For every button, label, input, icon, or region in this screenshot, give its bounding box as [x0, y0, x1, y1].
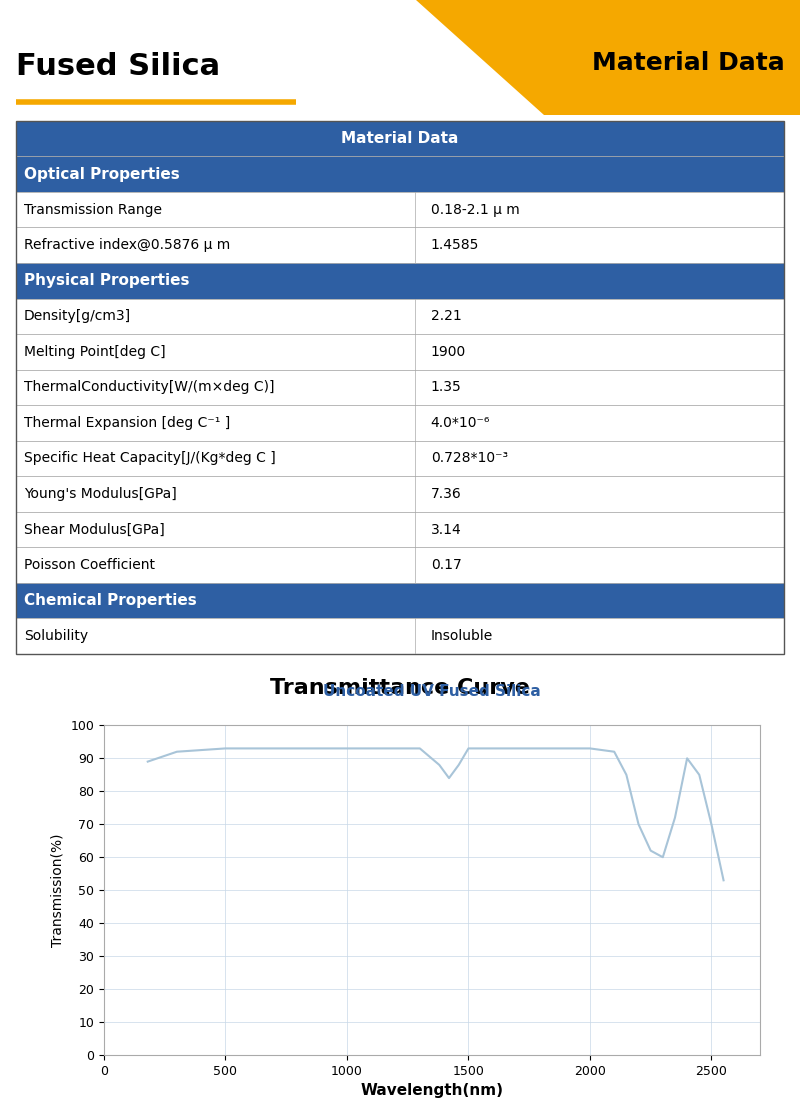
Bar	[16, 192, 784, 227]
Text: 4.0*10⁻⁶: 4.0*10⁻⁶	[430, 415, 490, 430]
Text: Uncoated UV Fused Silica: Uncoated UV Fused Silica	[323, 684, 541, 699]
Bar	[16, 512, 784, 547]
Text: 7.36: 7.36	[430, 487, 462, 501]
Text: Density[g/cm3]: Density[g/cm3]	[24, 309, 131, 323]
Text: Material Data: Material Data	[592, 52, 784, 76]
Text: Refractive index@0.5876 μ m: Refractive index@0.5876 μ m	[24, 238, 230, 253]
Text: Chemical Properties: Chemical Properties	[24, 593, 197, 608]
Text: 1.4585: 1.4585	[430, 238, 479, 253]
Bar	[16, 263, 784, 299]
Bar	[16, 547, 784, 582]
Text: Specific Heat Capacity[J/(Kg*deg C ]: Specific Heat Capacity[J/(Kg*deg C ]	[24, 452, 275, 466]
Text: Transmittance Curve: Transmittance Curve	[270, 678, 530, 698]
Text: Solubility: Solubility	[24, 629, 88, 643]
Text: Physical Properties: Physical Properties	[24, 274, 189, 288]
Text: Insoluble: Insoluble	[430, 629, 493, 643]
Bar	[16, 619, 784, 654]
Text: Melting Point[deg C]: Melting Point[deg C]	[24, 345, 166, 359]
Bar	[16, 227, 784, 263]
Text: Optical Properties: Optical Properties	[24, 167, 179, 181]
Bar	[16, 582, 784, 619]
Text: ThermalConductivity[W/(m×deg C)]: ThermalConductivity[W/(m×deg C)]	[24, 380, 274, 395]
X-axis label: Wavelength(nm): Wavelength(nm)	[361, 1084, 503, 1098]
Text: 0.18-2.1 μ m: 0.18-2.1 μ m	[430, 202, 519, 217]
Text: Young's Modulus[GPa]: Young's Modulus[GPa]	[24, 487, 177, 501]
Text: Material Data: Material Data	[342, 131, 458, 146]
Text: 3.14: 3.14	[430, 522, 462, 536]
Bar	[16, 299, 784, 334]
Text: Fused Silica: Fused Silica	[16, 53, 220, 81]
Text: Thermal Expansion [deg C⁻¹ ]: Thermal Expansion [deg C⁻¹ ]	[24, 415, 230, 430]
Text: 0.728*10⁻³: 0.728*10⁻³	[430, 452, 508, 466]
Text: Transmission Range: Transmission Range	[24, 202, 162, 217]
Text: Poisson Coefficient: Poisson Coefficient	[24, 558, 154, 573]
Bar	[16, 156, 784, 192]
Text: 0.17: 0.17	[430, 558, 462, 573]
Text: Shear Modulus[GPa]: Shear Modulus[GPa]	[24, 522, 165, 536]
Text: 1.35: 1.35	[430, 380, 462, 395]
Bar	[16, 476, 784, 512]
Bar	[16, 121, 784, 156]
Bar	[16, 406, 784, 441]
Text: 2.21: 2.21	[430, 309, 462, 323]
Polygon shape	[416, 0, 800, 115]
Text: 1900: 1900	[430, 345, 466, 359]
Bar	[16, 334, 784, 369]
Bar	[16, 369, 784, 406]
Bar	[16, 441, 784, 476]
Y-axis label: Transmission(%): Transmission(%)	[51, 833, 65, 947]
